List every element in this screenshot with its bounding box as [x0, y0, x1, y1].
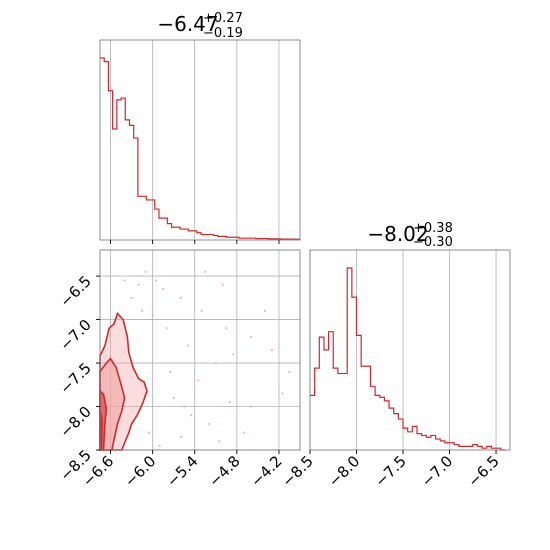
- scatter-point: [179, 435, 182, 439]
- bottom-left-scatter: [123, 270, 291, 447]
- scatter-point: [183, 405, 186, 408]
- scatter-point: [232, 353, 235, 356]
- x-tick-label: −7.0: [418, 452, 456, 490]
- x-tick-label: −5.4: [163, 452, 201, 490]
- y-tick-label: −7.5: [56, 359, 94, 397]
- scatter-point: [281, 392, 284, 395]
- y-tick-label: −6.5: [56, 272, 94, 310]
- bottom-right-title-sup: +0.38: [413, 221, 453, 236]
- scatter-point: [225, 327, 228, 330]
- scatter-point: [197, 379, 200, 382]
- x-tick-label: −4.8: [205, 452, 243, 490]
- scatter-point: [190, 414, 193, 417]
- scatter-point: [144, 270, 147, 273]
- scatter-point: [137, 283, 140, 286]
- scatter-point: [221, 283, 224, 286]
- bottom-left-2d-panel: −6.6 −6.0 −5.4 −4.8 −4.2 −6.5−7.0−7.5−8.0−8.…: [56, 249, 301, 491]
- scatter-point: [123, 279, 126, 282]
- top-left-title: −6.47: [157, 12, 218, 36]
- scatter-point: [288, 370, 291, 373]
- scatter-point: [218, 440, 221, 443]
- scatter-point: [242, 431, 245, 434]
- scatter-point: [148, 431, 151, 434]
- scatter-point: [169, 370, 172, 373]
- scatter-point: [172, 396, 175, 399]
- bottom-right-frame: [309, 249, 511, 451]
- scatter-point: [249, 335, 252, 339]
- scatter-point: [200, 309, 203, 312]
- scatter-point: [249, 405, 252, 408]
- top-left-title-sub: −0.19: [203, 26, 243, 41]
- x-tick-label: −6.5: [464, 452, 502, 490]
- top-left-histogram-panel: −6.47 +0.27 −0.19: [99, 11, 301, 244]
- y-tick-label: −7.0: [56, 316, 94, 354]
- x-tick-label: −8.0: [325, 452, 363, 490]
- x-tick-label: −7.5: [371, 452, 409, 490]
- contour-mid: [99, 357, 126, 451]
- top-left-grid: [110, 40, 280, 240]
- top-left-histogram-line: [100, 57, 300, 240]
- scatter-point: [151, 314, 154, 317]
- bottom-right-histogram-line: [310, 267, 506, 451]
- x-tick-label: −4.2: [247, 452, 285, 490]
- bottom-right-title-sub: −0.30: [413, 235, 453, 250]
- scatter-point: [162, 288, 165, 291]
- scatter-point: [186, 344, 189, 347]
- x-tick-label: −8.5: [278, 452, 316, 490]
- top-left-xticks: [110, 240, 280, 244]
- x-tick-label: −6.0: [121, 452, 159, 490]
- scatter-point: [155, 279, 158, 282]
- bottom-left-frame: [99, 249, 301, 451]
- scatter-point: [130, 296, 133, 299]
- bottom-right-xticks: −8.5 −8.0 −7.5 −7.0 −6.5: [278, 450, 503, 491]
- scatter-point: [204, 270, 207, 273]
- scatter-point: [165, 327, 168, 330]
- bottom-left-xticks: −6.6 −6.0 −5.4 −4.8 −4.2: [79, 450, 286, 491]
- y-tick-label: −8.0: [56, 403, 94, 441]
- bottom-right-title-main: −8.02: [367, 222, 428, 246]
- scatter-point: [158, 444, 161, 447]
- scatter-point: [214, 361, 217, 365]
- scatter-point: [228, 401, 231, 404]
- bottom-left-contours: [99, 311, 148, 451]
- scatter-point: [141, 309, 144, 312]
- bottom-right-title: −8.02: [367, 222, 428, 246]
- scatter-point: [263, 309, 267, 312]
- scatter-point: [270, 348, 274, 352]
- scatter-point: [179, 296, 182, 299]
- top-left-title-main: −6.47: [157, 12, 218, 36]
- bottom-right-histogram-panel: −8.5 −8.0 −7.5 −7.0 −6.5 −8.02 +0.38 −0.30: [278, 221, 511, 491]
- bottom-left-yticks: −6.5−7.0−7.5−8.0−8.5: [56, 272, 100, 485]
- scatter-point: [207, 422, 210, 426]
- top-left-frame: [99, 39, 301, 241]
- top-left-title-sup: +0.27: [203, 11, 243, 26]
